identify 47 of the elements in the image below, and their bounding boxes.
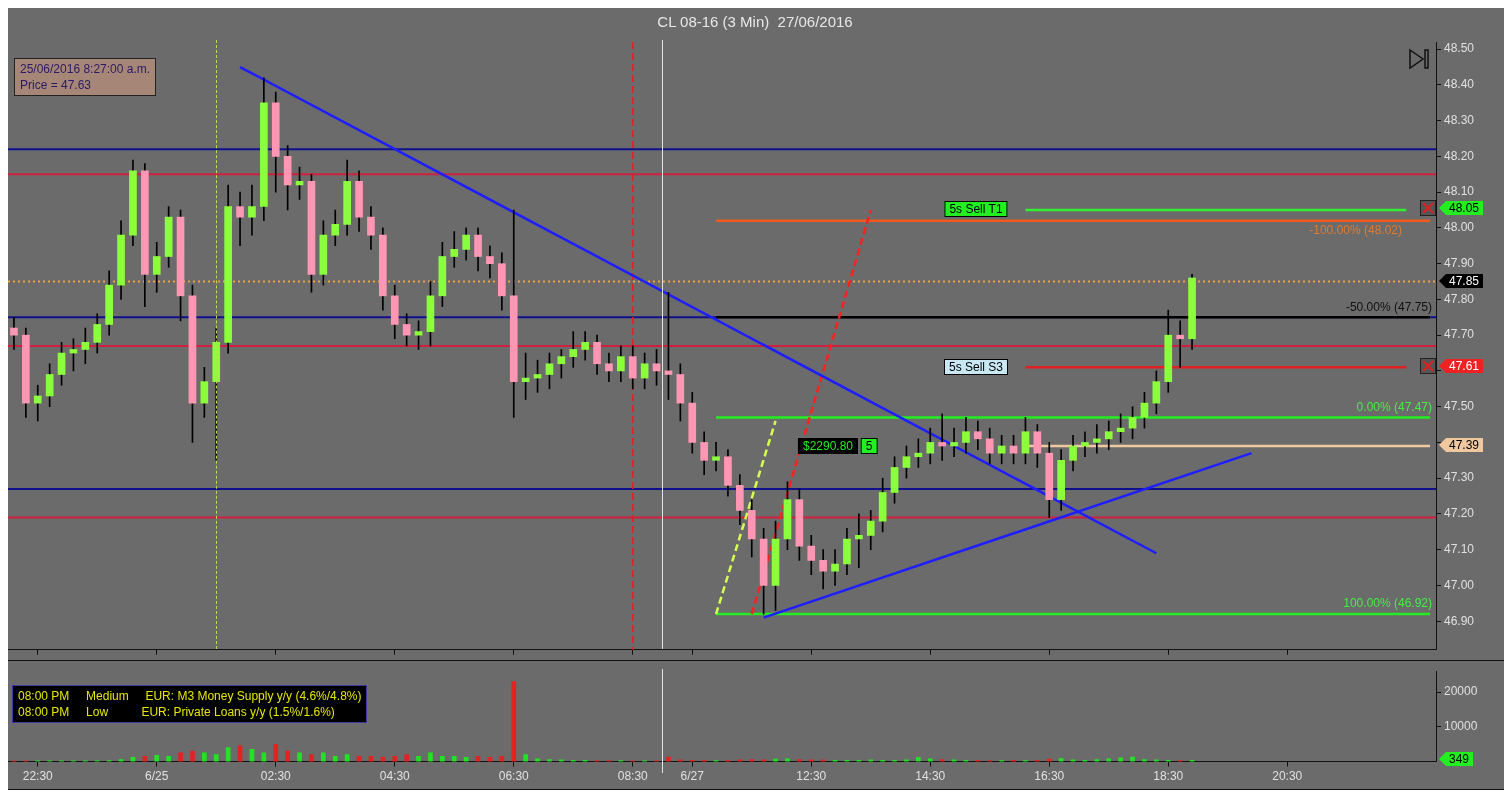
y-tick-label: 20000 (1444, 684, 1478, 699)
text: 48.05 (1439, 201, 1484, 215)
x-tick-label: 6/25 (145, 769, 169, 784)
y-tick-label: 47.90 (1444, 255, 1475, 270)
annotation: -100.00% (48.02) (1309, 223, 1402, 238)
y-tick-label: 47.70 (1444, 327, 1475, 342)
annotation: 25/06/2016 8:27:00 a.m. (20, 61, 151, 77)
y-tick-label: 47.20 (1444, 506, 1475, 521)
x-tick-label: 08:30 (617, 769, 649, 784)
x-tick-label: 18:30 (1153, 769, 1184, 784)
annotation: 0.00% (47.47) (1356, 399, 1432, 414)
y-tick-label: 47.10 (1444, 542, 1475, 556)
annotation: 5s Sell T1 (944, 201, 1008, 217)
annotation: 08:00 PM Low EUR: Private Loans y/y (1.5%/1.6%) (18, 704, 336, 720)
x-tick-label: 20:30 (1272, 769, 1303, 784)
y-tick-label: 47.30 (1444, 470, 1475, 485)
y-tick-label: 48.10 (1444, 184, 1475, 199)
y-tick-label: 48.40 (1444, 77, 1475, 92)
y-tick-label: 47.80 (1444, 291, 1475, 306)
text: 47.39 (1439, 438, 1484, 452)
y-tick-label: 48.00 (1444, 220, 1475, 235)
y-tick-label: 10000 (1444, 719, 1478, 734)
annotation: -50.00% (47.75) (1345, 299, 1433, 314)
x-tick-label: 22:30 (22, 769, 54, 784)
text: 47.85 (1439, 274, 1484, 288)
annotation: $2290.80 (797, 438, 859, 454)
annotation: 08:00 PM Medium EUR: M3 Money Supply y/y (4.6%/4.8%) (18, 688, 362, 704)
x-tick-label: 04:30 (379, 769, 411, 784)
x-tick-label: 12:30 (796, 769, 827, 784)
x-tick-label: 06:30 (498, 769, 530, 784)
x-tick-label: 02:30 (260, 769, 292, 784)
y-tick-label: 46.90 (1444, 613, 1475, 628)
y-tick-label: 48.50 (1444, 41, 1475, 56)
x-tick-label: 6/27 (680, 769, 705, 784)
y-tick-label: 48.20 (1444, 148, 1475, 163)
annotation: 100.00% (46.92) (1343, 596, 1432, 611)
chart-title: CL 08-16 (3 Min) 27/06/2016 (657, 13, 853, 31)
x-tick-label: 16:30 (1034, 769, 1065, 784)
annotation: 5 (860, 438, 878, 454)
annotation: Price = 47.63 (20, 77, 93, 93)
y-tick-label: 47.50 (1444, 398, 1475, 413)
annotation: 5s Sell S3 (943, 359, 1009, 375)
y-tick-label: 47.00 (1444, 577, 1475, 592)
x-tick-label: 14:30 (915, 769, 946, 784)
text: 47.61 (1439, 359, 1484, 373)
y-tick-label: 48.30 (1444, 112, 1475, 127)
text: 349 (1439, 752, 1474, 766)
